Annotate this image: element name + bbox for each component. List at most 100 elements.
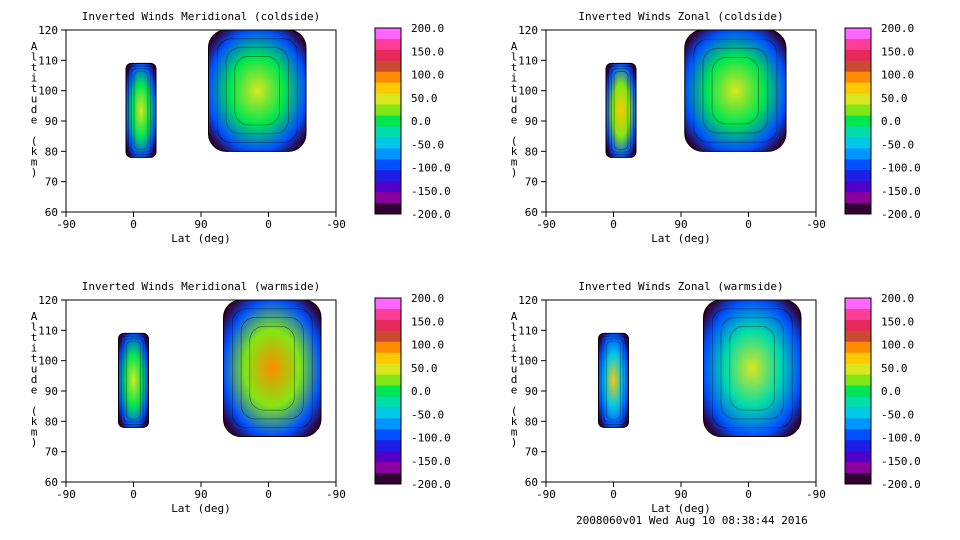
- colorbar-swatch: [375, 170, 401, 182]
- y-axis-label-char: k: [511, 415, 518, 428]
- colorbar-swatch: [845, 440, 871, 452]
- contour-region: [223, 299, 322, 437]
- colorbar-swatch: [845, 418, 871, 430]
- y-axis-label-char: d: [511, 103, 518, 116]
- colorbar-swatch: [845, 82, 871, 95]
- y-axis-label-char: u: [31, 363, 38, 376]
- colorbar-swatch: [375, 308, 401, 321]
- y-axis-label-char: i: [31, 342, 38, 355]
- y-axis-label-char: ): [31, 436, 38, 449]
- y-tick-label: 80: [525, 145, 538, 158]
- contour-line: [720, 317, 784, 420]
- y-tick-label: 100: [38, 85, 58, 98]
- colorbar-swatch: [845, 319, 871, 332]
- colorbar-swatch: [375, 407, 401, 419]
- colorbar-swatch: [845, 49, 871, 62]
- contour-line: [240, 317, 304, 420]
- colorbar-swatch: [845, 192, 871, 204]
- y-axis-label-char: (: [511, 405, 518, 418]
- colorbar-swatch: [375, 363, 401, 376]
- colorbar: 200.0 150.0 100.0 50.0 0.0 -50.0 -100.0 -150.0 -…: [844, 22, 921, 221]
- contour-line: [711, 308, 793, 429]
- colorbar-tick-label: 50.0: [411, 362, 438, 375]
- colorbar-tick-label: 200.0: [411, 292, 444, 305]
- x-tick-label: 0: [745, 218, 752, 231]
- y-axis-label-char: t: [511, 82, 518, 95]
- colorbar-swatch: [375, 396, 401, 408]
- colorbar-swatch: [375, 159, 401, 171]
- chart-title: Inverted Winds Zonal (coldside): [578, 10, 783, 23]
- x-tick-label: 0: [130, 488, 137, 501]
- colorbar-swatch: [375, 148, 401, 160]
- contour-line: [131, 68, 151, 153]
- x-tick-label: 90: [674, 218, 687, 231]
- y-tick-label: 100: [38, 355, 58, 368]
- x-tick-label: -90: [56, 488, 76, 501]
- colorbar-swatch: [375, 49, 401, 62]
- colorbar-swatch: [375, 93, 401, 106]
- y-tick-label: 110: [518, 54, 538, 67]
- colorbar: 200.0 150.0 100.0 50.0 0.0 -50.0 -100.0 -150.0 -…: [844, 292, 921, 491]
- colorbar-swatch: [845, 462, 871, 474]
- x-tick-label: -90: [806, 488, 826, 501]
- contour-region: [208, 29, 307, 152]
- y-axis-label-char: i: [31, 72, 38, 85]
- x-tick-label: 0: [265, 218, 272, 231]
- colorbar-frame: [844, 27, 872, 215]
- y-tick-label: 80: [45, 145, 58, 158]
- colorbar-swatch: [845, 298, 871, 310]
- x-axis-label: Lat (deg): [171, 502, 231, 515]
- colorbar-tick-label: 150.0: [411, 45, 444, 58]
- contour-region: [703, 299, 802, 437]
- colorbar-tick-label: -100.0: [881, 432, 921, 445]
- colorbar-swatch: [375, 38, 401, 51]
- colorbar-swatch: [375, 28, 401, 40]
- colorbar-swatch: [375, 473, 401, 485]
- chart-panel-top-right: Inverted Winds Zonal (coldside) -90 0 90 0 -9…: [511, 10, 826, 245]
- colorbar-tick-label: 150.0: [881, 45, 914, 58]
- contour-line: [600, 335, 627, 426]
- y-axis-label-char: e: [31, 114, 38, 127]
- colorbar-tick-label: 50.0: [881, 362, 908, 375]
- x-tick-label: -90: [56, 218, 76, 231]
- colorbar-tick-label: -50.0: [411, 408, 444, 421]
- colorbar-swatch: [845, 181, 871, 193]
- y-axis-label-char: ): [511, 166, 518, 179]
- y-tick-label: 90: [45, 115, 58, 128]
- colorbar-swatch: [845, 115, 871, 127]
- contour-line: [608, 65, 634, 155]
- y-axis-label-char: ): [31, 166, 38, 179]
- x-tick-label: 0: [610, 488, 617, 501]
- colorbar-swatch: [845, 159, 871, 171]
- colorbar-tick-label: -200.0: [411, 478, 451, 491]
- y-axis-label-char: (: [511, 135, 518, 148]
- y-axis-label-char: m: [31, 426, 38, 439]
- colorbar-tick-label: 0.0: [411, 115, 431, 128]
- y-tick-label: 80: [525, 415, 538, 428]
- colorbar-swatch: [375, 440, 401, 452]
- colorbar-swatch: [845, 28, 871, 40]
- y-axis-label-char: m: [511, 426, 518, 439]
- contour-line: [606, 341, 621, 420]
- y-axis-label-char: u: [31, 93, 38, 106]
- colorbar-tick-label: -150.0: [411, 455, 451, 468]
- colorbar-swatch: [375, 429, 401, 441]
- contour-line: [693, 38, 778, 143]
- x-axis-label: Lat (deg): [651, 502, 711, 515]
- x-axis-label: Lat (deg): [171, 232, 231, 245]
- contour-line: [225, 47, 289, 135]
- y-axis-label-char: A: [511, 310, 518, 323]
- chart-panel-bottom-right: Inverted Winds Zonal (warmside) -90 0 90 0 -9…: [511, 280, 826, 515]
- y-axis-label-char: i: [511, 72, 518, 85]
- colorbar-tick-label: 50.0: [881, 92, 908, 105]
- colorbar-swatch: [845, 451, 871, 463]
- colorbar-swatch: [375, 385, 401, 397]
- y-axis-label-char: t: [31, 331, 38, 344]
- footer-timestamp: 2008060v01 Wed Aug 10 08:38:44 2016: [576, 514, 808, 527]
- colorbar-swatch: [375, 451, 401, 463]
- x-tick-label: -90: [326, 488, 346, 501]
- colorbar-swatch: [375, 374, 401, 387]
- colorbar-swatch: [845, 71, 871, 84]
- contour-region: [605, 62, 637, 158]
